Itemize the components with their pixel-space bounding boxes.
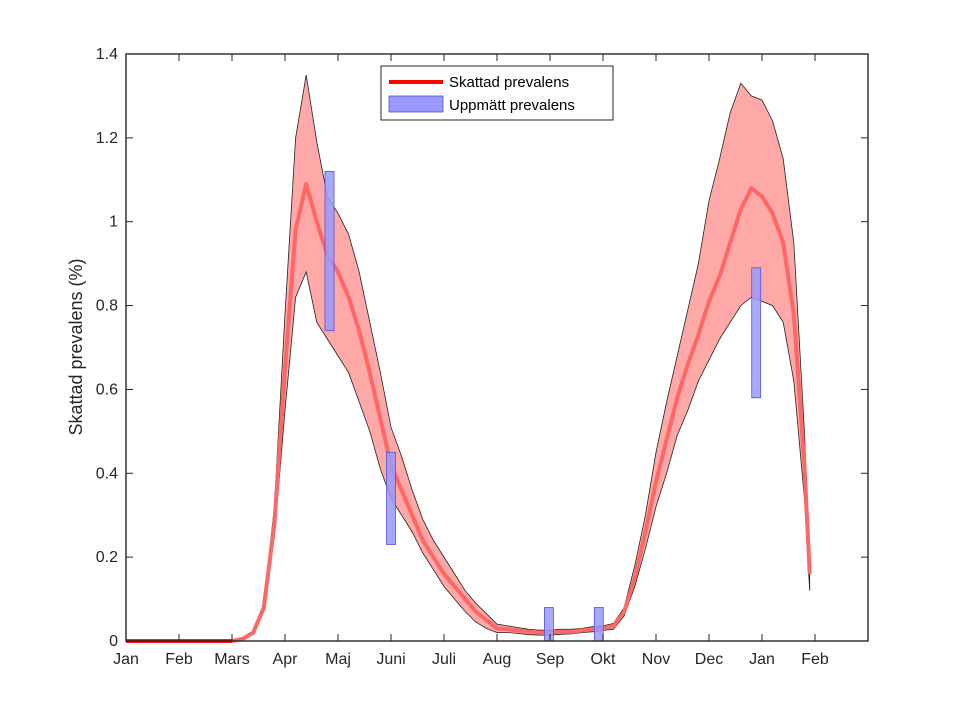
y-tick-label: 0 [109, 633, 118, 650]
y-axis-label: Skattad prevalens (%) [66, 258, 86, 435]
legend: Skattad prevalens Uppmätt prevalens [380, 65, 614, 121]
x-tick-label: Juni [376, 651, 405, 668]
x-tick-label: Okt [591, 651, 616, 668]
x-tick-label: Sep [536, 651, 565, 668]
x-tick-label: Aug [483, 651, 511, 668]
x-tick-label: Mars [214, 651, 250, 668]
measured-bar [544, 607, 554, 642]
measured-bar [593, 607, 604, 642]
y-tick-label: 0.2 [96, 549, 118, 566]
legend-bar-swatch [388, 95, 444, 113]
x-tick-label: Nov [642, 651, 670, 668]
x-tick-label: Jan [113, 651, 139, 668]
y-tick-label: 0.6 [96, 381, 118, 398]
y-tick-label: 0.4 [96, 465, 118, 482]
y-tick-label: 1.2 [96, 130, 118, 147]
x-tick-label: Feb [165, 651, 193, 668]
x-tick-label: Apr [273, 651, 299, 668]
y-tick-label: 0.8 [96, 298, 118, 315]
measured-bar [324, 170, 335, 332]
x-tick-label: Dec [695, 651, 723, 668]
y-tick-label: 1 [109, 214, 118, 231]
measured-bar [751, 267, 762, 399]
x-tick-label: Juli [432, 651, 456, 668]
y-tick-label: 1.4 [96, 46, 118, 63]
legend-label-estimate: Skattad prevalens [449, 74, 569, 91]
measured-bar [386, 451, 396, 545]
x-tick-label: Feb [801, 651, 829, 668]
legend-label-measured: Uppmätt prevalens [449, 97, 575, 114]
x-tick-label: Jan [749, 651, 775, 668]
x-tick-label: Maj [325, 651, 351, 668]
estimate-line [126, 182, 812, 643]
tick-layer: 0 0.2 0.4 0.6 0.8 1 1.2 1.4 Jan Feb Mars Apr Maj Juni… [96, 46, 868, 668]
